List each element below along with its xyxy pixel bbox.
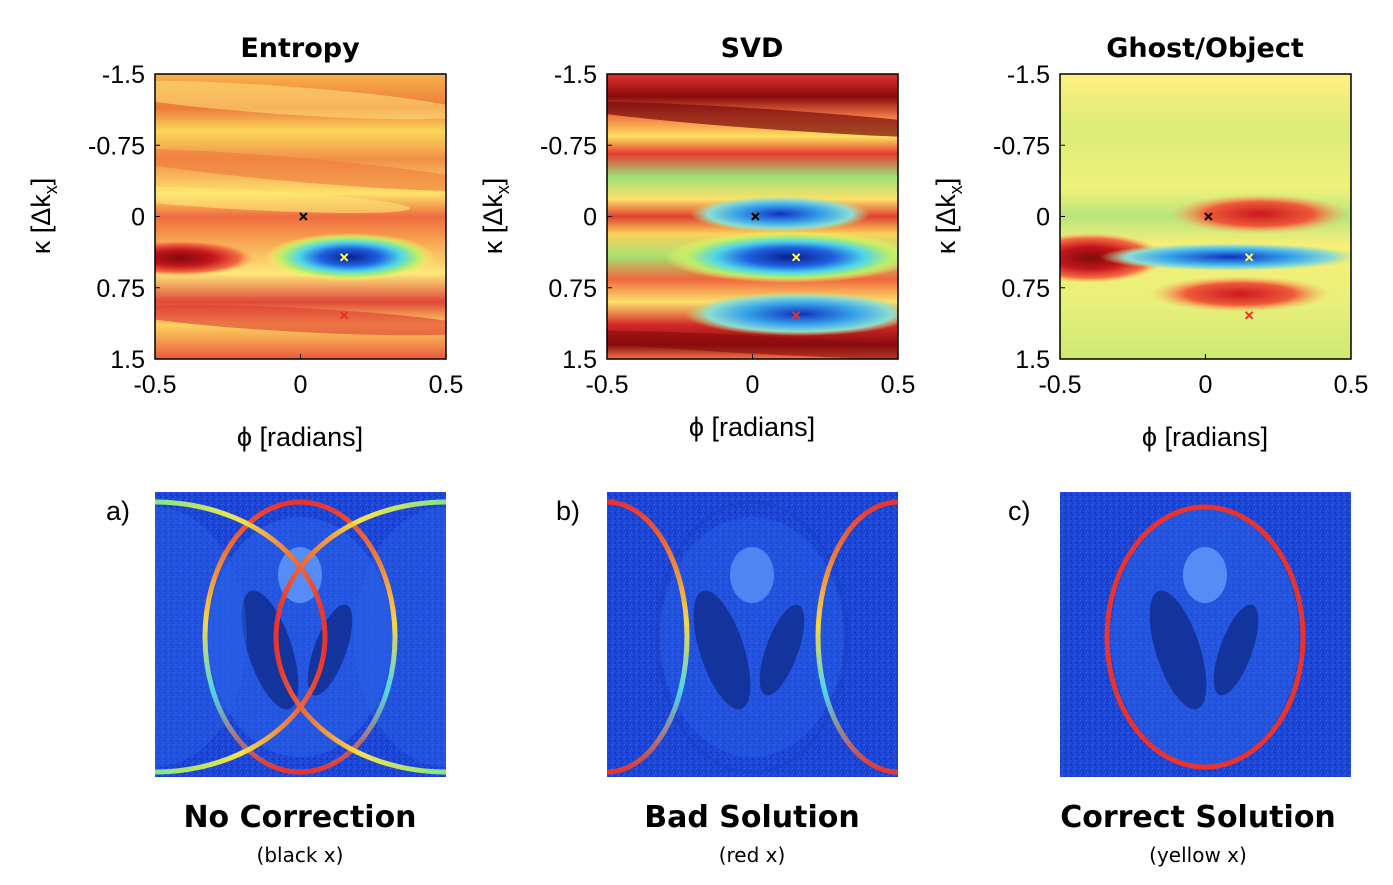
caption-a: No Correction [183, 800, 416, 835]
marker-yellow-x [1244, 253, 1254, 262]
ghost-title: Ghost/Object [1106, 33, 1304, 64]
y-tick-label: 1.5 [110, 346, 145, 374]
svg-text:κ [Δkx]: κ [Δkx] [26, 178, 61, 255]
panel-label-c: c) [1008, 496, 1031, 526]
x-tick-label: 0 [1199, 371, 1213, 399]
x-tick-label: -0.5 [585, 371, 628, 399]
image-panel-a: a) No Correction (black x) [106, 492, 446, 867]
caption-c: Correct Solution [1060, 800, 1336, 835]
image-panel-b: b) Bad Solution (red x) [556, 492, 898, 867]
image-panel-c: c) Correct Solution (yellow x) [1008, 492, 1351, 867]
x-tick-label: 0.5 [1334, 371, 1369, 399]
subcaption-a: (black x) [257, 843, 344, 867]
y-tick-label: -1.5 [102, 61, 145, 89]
y-tick-label: -0.75 [88, 132, 145, 160]
marker-red-x [791, 311, 801, 320]
entropy-xlabel: ϕ [radians] [237, 422, 363, 452]
panel-label-b: b) [556, 496, 580, 526]
y-tick-label: 0 [583, 204, 597, 232]
y-tick-label: 1.5 [562, 346, 597, 374]
ghost-heatmap-image [1060, 74, 1351, 359]
ghost-xlabel: ϕ [radians] [1142, 422, 1268, 452]
entropy-heatmap: Entropy κ [Δkx] ϕ [radians] -0.5 0 0.5 -1.5… [26, 33, 464, 452]
x-tick-label: 0.5 [429, 371, 464, 399]
entropy-ylabel: κ [Δkx] [26, 178, 61, 255]
panel-label-a: a) [106, 496, 130, 526]
y-tick-label: -1.5 [1007, 61, 1050, 89]
svg-text:κ [Δkx]: κ [Δkx] [931, 178, 966, 255]
marker-red-x [339, 311, 349, 320]
x-tick-label: 0 [746, 371, 760, 399]
y-tick-label: -1.5 [554, 61, 597, 89]
y-tick-label: 0.75 [1001, 275, 1050, 303]
entropy-title: Entropy [240, 33, 360, 64]
marker-black-x [751, 212, 760, 221]
caption-b: Bad Solution [644, 800, 859, 835]
marker-yellow-x [339, 253, 349, 262]
y-tick-label: 0 [131, 204, 145, 232]
y-tick-label: 1.5 [1015, 346, 1050, 374]
svg-text:κ [Δkx]: κ [Δkx] [478, 178, 513, 255]
marker-yellow-x [791, 253, 801, 262]
x-tick-label: -0.5 [133, 371, 176, 399]
x-tick-label: 0.5 [881, 371, 916, 399]
subcaption-c: (yellow x) [1149, 843, 1247, 867]
svd-xlabel: ϕ [radians] [689, 412, 815, 442]
svd-ylabel: κ [Δkx] [478, 178, 513, 255]
svd-heatmap-image [607, 74, 898, 359]
ghost-ylabel: κ [Δkx] [931, 178, 966, 255]
marker-black-x [1204, 212, 1213, 221]
subcaption-b: (red x) [719, 843, 786, 867]
svd-title: SVD [721, 33, 784, 64]
entropy-heatmap-image [155, 74, 446, 359]
y-tick-label: -0.75 [540, 132, 597, 160]
y-tick-label: 0.75 [548, 275, 597, 303]
y-tick-label: -0.75 [993, 132, 1050, 160]
x-tick-label: 0 [294, 371, 308, 399]
x-tick-label: -0.5 [1038, 371, 1081, 399]
marker-black-x [299, 212, 308, 221]
svd-heatmap: SVD κ [Δkx] ϕ [radians] -0.5 0 0.5 -1.5 -0.7… [478, 33, 916, 442]
y-tick-label: 0.75 [96, 275, 145, 303]
y-tick-label: 0 [1036, 204, 1050, 232]
ghost-heatmap: Ghost/Object κ [Δkx] ϕ [radians] -0.5 0 0.… [931, 33, 1368, 452]
marker-red-x [1244, 311, 1254, 320]
